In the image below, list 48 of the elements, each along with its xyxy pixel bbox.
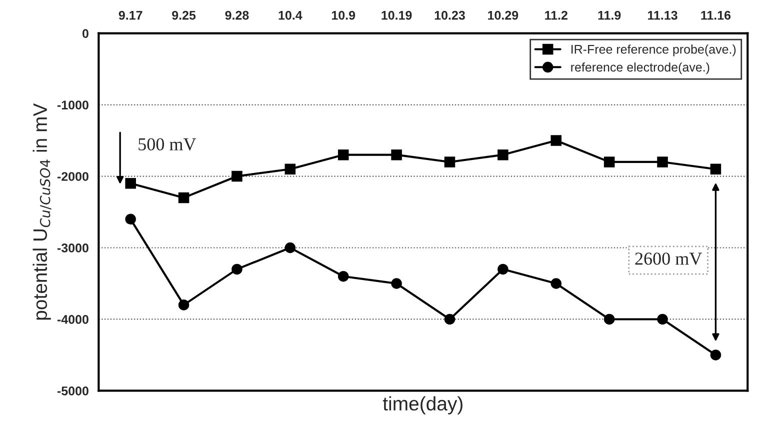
point bbox=[498, 264, 508, 275]
point bbox=[284, 242, 296, 254]
point bbox=[125, 214, 136, 225]
point bbox=[550, 135, 562, 146]
point bbox=[125, 178, 136, 189]
point bbox=[657, 314, 668, 325]
x-tick-label: 9.25 bbox=[172, 10, 196, 20]
point bbox=[444, 314, 456, 325]
x-tick-label: 11.9 bbox=[598, 10, 621, 20]
point bbox=[444, 156, 456, 168]
point bbox=[232, 264, 242, 275]
point bbox=[657, 156, 668, 168]
point bbox=[338, 270, 349, 282]
y-tick-label: -3000 bbox=[57, 244, 88, 252]
y-tick-label: -1000 bbox=[57, 100, 88, 110]
y-axis-title: potential U$_{Cu/CuSO4}$ in mV bbox=[32, 103, 52, 320]
x-axis-title: time(day) bbox=[382, 396, 462, 414]
point bbox=[178, 300, 190, 310]
y-tick-label: -2000 bbox=[57, 172, 88, 181]
x-tick-label: 9.28 bbox=[225, 10, 249, 20]
legend-label: reference electrode(ave.) bbox=[571, 62, 710, 74]
point bbox=[391, 149, 402, 160]
x-tick-label: 9.17 bbox=[118, 10, 142, 20]
point bbox=[550, 278, 562, 289]
y-tick-label: -5000 bbox=[57, 386, 88, 396]
x-tick-label: 10.23 bbox=[434, 10, 465, 20]
point bbox=[498, 149, 508, 160]
point bbox=[604, 156, 615, 168]
point bbox=[232, 170, 242, 182]
x-tick-label: 11.2 bbox=[545, 10, 568, 20]
x-tick-label: 11.13 bbox=[648, 10, 678, 20]
y-tick-label: -4000 bbox=[57, 315, 88, 324]
legend-label: IR-Free reference probe(ave.) bbox=[571, 44, 736, 56]
x-tick-label: 10.19 bbox=[382, 10, 412, 20]
annotation: 2600 mV bbox=[635, 252, 702, 265]
point bbox=[710, 350, 722, 360]
point bbox=[710, 164, 722, 174]
x-tick-label: 10.4 bbox=[278, 10, 302, 20]
point bbox=[178, 192, 190, 204]
x-tick-label: 10.9 bbox=[332, 10, 356, 20]
annotation: 500 mV bbox=[138, 138, 196, 151]
x-tick-label: 10.29 bbox=[488, 10, 518, 20]
x-tick-label: 11.16 bbox=[701, 10, 731, 20]
point bbox=[391, 278, 402, 289]
y-tick-label: 0 bbox=[82, 29, 88, 38]
point bbox=[284, 164, 296, 174]
point bbox=[338, 149, 349, 160]
point bbox=[604, 314, 615, 325]
